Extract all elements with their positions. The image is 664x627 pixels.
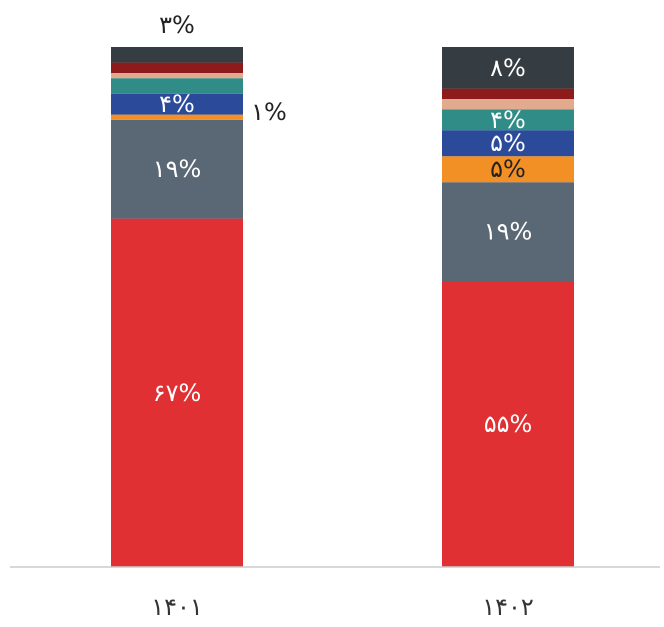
x-tick-label-1: ۱۴۰۱ [151, 593, 203, 621]
data-label-2-5: ۴% [490, 106, 526, 134]
data-label-2-4: ۵% [490, 129, 526, 157]
bar-segment-1-4 [111, 93, 243, 115]
bar-segment-1-8 [111, 47, 243, 63]
bars-layer [111, 47, 574, 567]
x-tick-labels-layer: ۱۴۰۱ ۱۴۰۲ [151, 593, 534, 621]
data-label-1-4: ۴% [159, 90, 195, 118]
bar-segment-2-1 [442, 281, 574, 567]
data-label-1-3: ۱% [251, 98, 287, 126]
bar-segment-1-3 [111, 114, 243, 120]
data-label-2-2: ۱۹% [484, 218, 533, 246]
bar-segment-2-7 [442, 88, 574, 99]
x-tick-label-2: ۱۴۰۲ [482, 593, 534, 621]
data-labels-layer: ۶۷%۱۹%۱%۴%۳%۵۵%۱۹%۵%۵%۴%۸% [153, 11, 533, 438]
bar-segment-2-8 [442, 47, 574, 89]
bar-segment-1-1 [111, 218, 243, 567]
bar-segment-1-5 [111, 78, 243, 94]
bar-segment-1-6 [111, 73, 243, 79]
bar-segment-2-5 [442, 109, 574, 131]
bar-segment-1-7 [111, 62, 243, 73]
bar-segment-2-3 [442, 156, 574, 183]
data-label-2-3: ۵% [490, 155, 526, 183]
bar-segment-2-2 [442, 182, 574, 281]
data-label-1-1: ۶۷% [153, 379, 202, 407]
data-label-2-1: ۵۵% [484, 410, 533, 438]
bar-segment-2-4 [442, 130, 574, 157]
bar-segment-1-2 [111, 119, 243, 219]
data-label-1-2: ۱۹% [153, 155, 202, 183]
data-label-1-8: ۳% [159, 11, 195, 39]
bar-segment-2-6 [442, 99, 574, 110]
data-label-2-8: ۸% [490, 54, 526, 82]
